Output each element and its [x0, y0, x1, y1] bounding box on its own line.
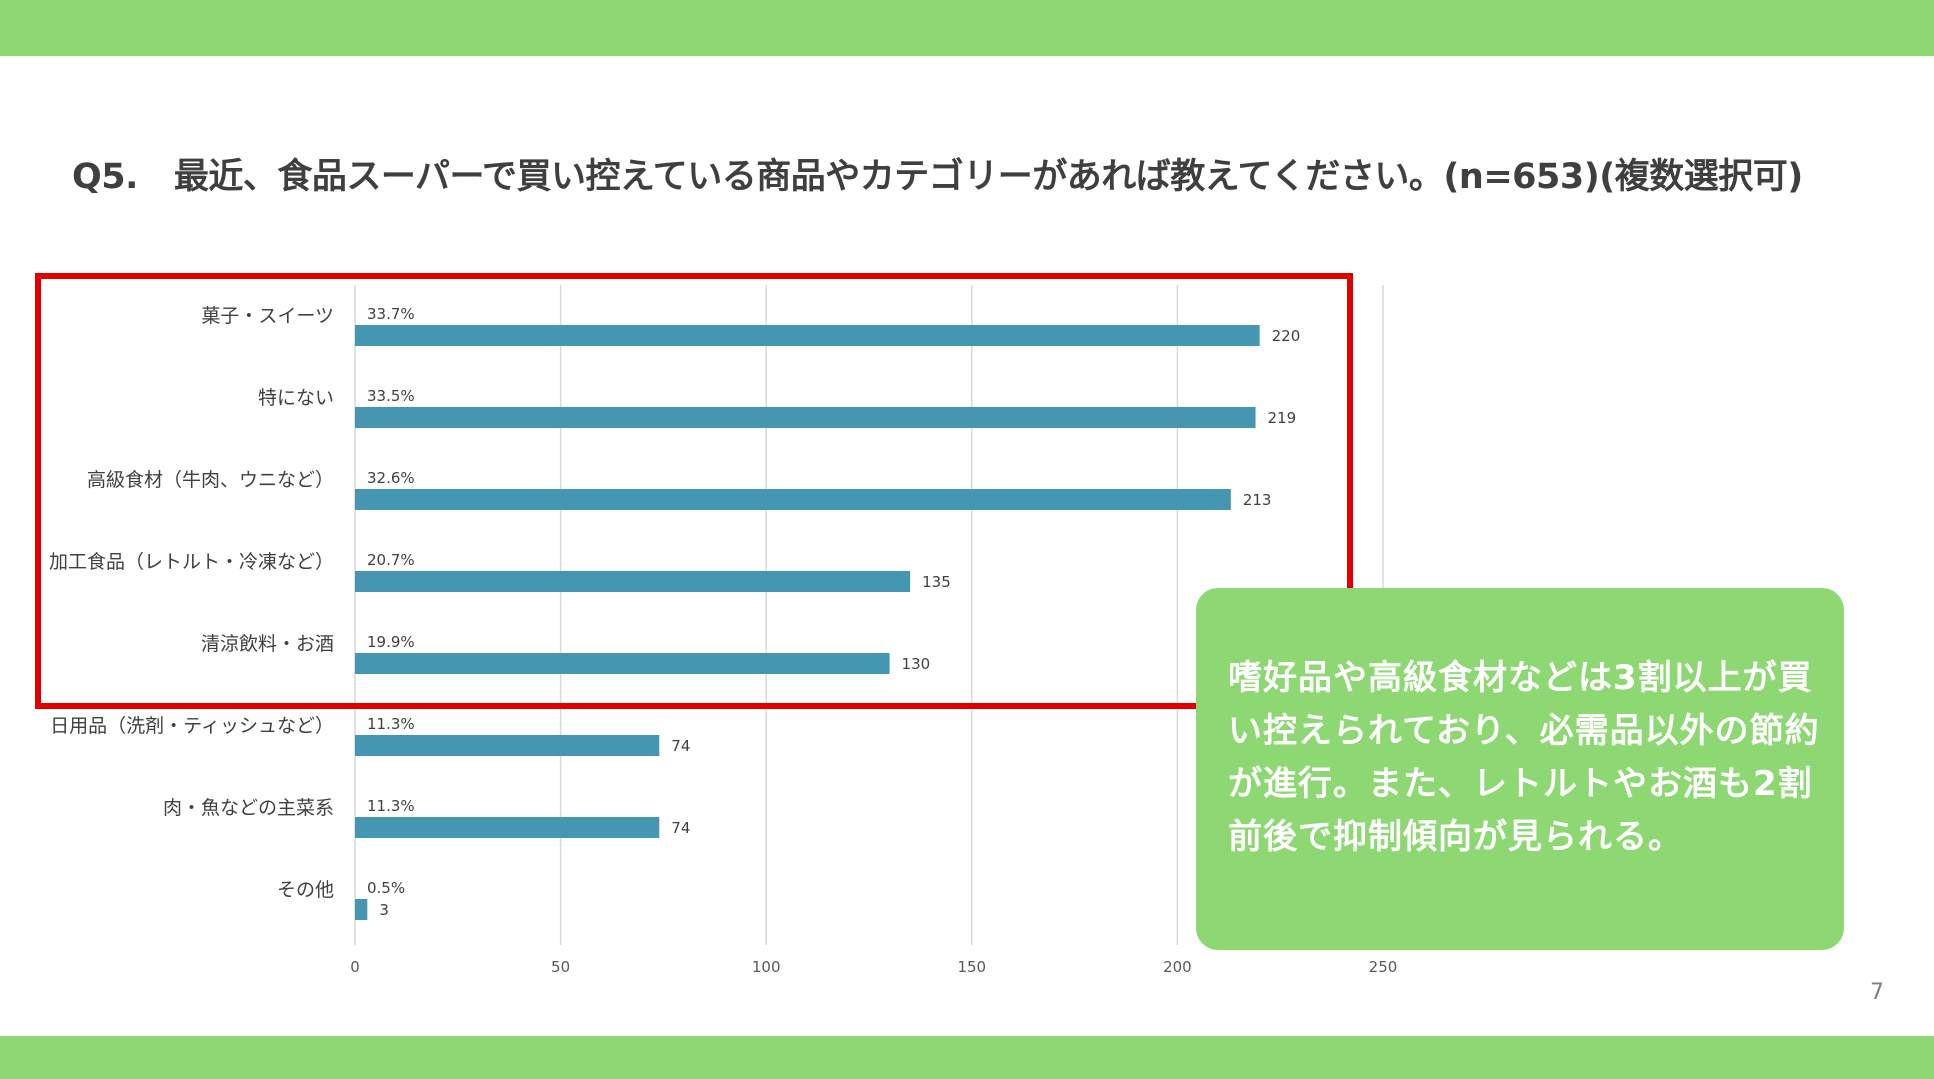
question-number: Q5. — [72, 157, 138, 197]
bar — [355, 489, 1231, 510]
percent-label: 0.5% — [367, 879, 405, 897]
percent-label: 33.7% — [367, 305, 415, 323]
value-label: 219 — [1268, 409, 1297, 427]
bar — [355, 653, 890, 674]
category-label: 高級食材（牛肉、ウニなど） — [87, 469, 334, 491]
category-label: 加工食品（レトルト・冷凍など） — [49, 551, 334, 573]
category-label: 菓子・スイーツ — [201, 305, 334, 327]
value-label: 74 — [671, 737, 690, 755]
category-label: 清涼飲料・お酒 — [201, 633, 334, 655]
category-label: その他 — [277, 879, 334, 901]
summary-callout: 嗜好品や高級食材などは3割以上が買い控えられており、必需品以外の節約が進行。また… — [1196, 588, 1844, 950]
value-label: 74 — [671, 819, 690, 837]
percent-label: 11.3% — [367, 797, 415, 815]
x-tick-label: 50 — [551, 958, 570, 976]
percent-label: 33.5% — [367, 387, 415, 405]
value-label: 3 — [379, 901, 389, 919]
x-tick-label: 150 — [957, 958, 986, 976]
value-label: 130 — [902, 655, 931, 673]
category-label: 日用品（洗剤・ティッシュなど） — [50, 715, 334, 737]
bar — [355, 407, 1256, 428]
bar — [355, 899, 368, 920]
bar — [355, 735, 660, 756]
category-label: 特にない — [258, 387, 334, 409]
value-label: 135 — [922, 573, 951, 591]
bar — [355, 817, 660, 838]
x-tick-label: 100 — [752, 958, 781, 976]
bar — [355, 571, 911, 592]
top-band — [0, 0, 1934, 56]
bars — [355, 325, 1260, 920]
percent-label: 11.3% — [367, 715, 415, 733]
x-tick-label: 0 — [350, 958, 360, 976]
callout-text: 嗜好品や高級食材などは3割以上が買い控えられており、必需品以外の節約が進行。また… — [1228, 658, 1820, 857]
page-number: 7 — [1870, 980, 1884, 1005]
percent-label: 32.6% — [367, 469, 415, 487]
value-label: 213 — [1243, 491, 1272, 509]
x-tick-label: 200 — [1163, 958, 1192, 976]
value-label: 220 — [1272, 327, 1301, 345]
bottom-band — [0, 1036, 1934, 1079]
slide-title: Q5. 最近、食品スーパーで買い控えている商品やカテゴリーがあれば教えてください。… — [72, 148, 1872, 199]
percent-label: 19.9% — [367, 633, 415, 651]
labels: 0 50 100 150 200 250 菓子・スイーツ 33.7% 220 特にない 33.5% 2… — [49, 305, 1397, 976]
x-tick-label: 250 — [1369, 958, 1398, 976]
highlight-box — [35, 273, 1353, 709]
percent-label: 20.7% — [367, 551, 415, 569]
question-text: 最近、食品スーパーで買い控えている商品やカテゴリーがあれば教えてください。(n=… — [173, 157, 1803, 197]
bar — [355, 325, 1260, 346]
category-label: 肉・魚などの主菜系 — [163, 797, 334, 819]
